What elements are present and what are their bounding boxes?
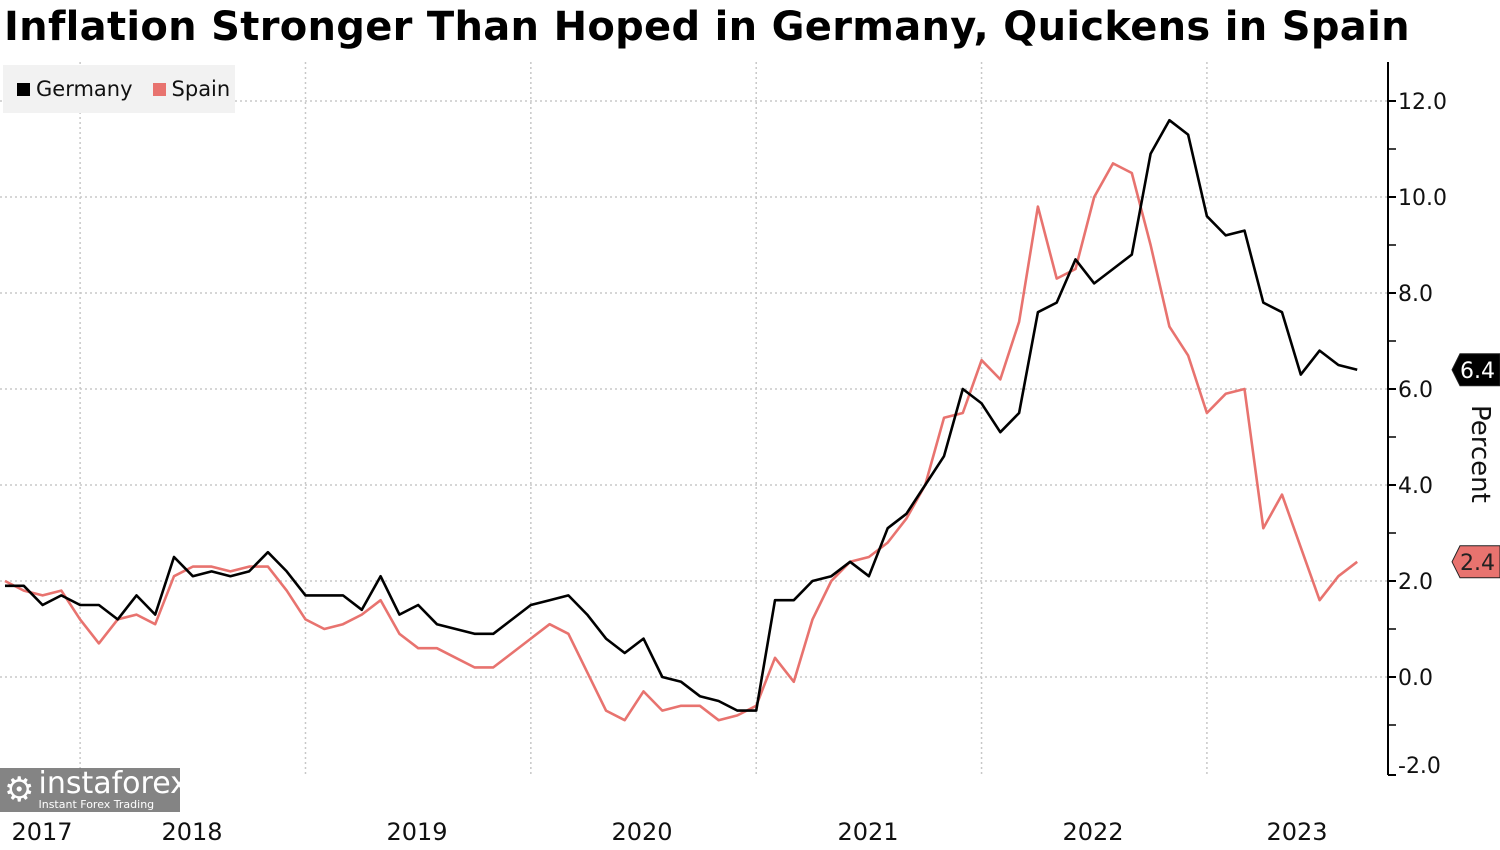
y-tick-label: -2.0 <box>1398 754 1441 779</box>
gear-icon: ⚙ <box>4 770 35 810</box>
legend: Germany Spain <box>3 65 235 113</box>
last-value-tag-germany: 6.4 <box>1451 353 1500 387</box>
last-value-tag-shape <box>1451 545 1500 579</box>
x-tick-label: 2018 <box>161 818 222 846</box>
watermark-name: instaforex <box>38 765 188 801</box>
y-tick-label: 0.0 <box>1398 666 1433 691</box>
y-tick-label: 4.0 <box>1398 474 1433 499</box>
series-line-spain <box>4 162 1358 722</box>
legend-label-spain: Spain <box>171 77 231 101</box>
watermark-logo: ⚙ instaforex Instant Forex Trading <box>0 768 188 812</box>
legend-swatch-germany <box>17 82 30 96</box>
legend-swatch-spain <box>152 82 166 96</box>
x-tick-label: 2017 <box>11 818 72 846</box>
last-value-tag-shape <box>1451 353 1500 387</box>
x-tick-label: 2022 <box>1062 818 1123 846</box>
chart-title: Inflation Stronger Than Hoped in Germany… <box>4 4 1410 50</box>
x-tick-label: 2020 <box>611 818 672 846</box>
last-value-label: 2.4 <box>1460 551 1495 576</box>
series-line-germany <box>5 118 1358 712</box>
last-value-tag-spain: 2.4 <box>1451 545 1500 579</box>
x-tick-label: 2019 <box>386 818 447 846</box>
y-tick-label: 12.0 <box>1398 90 1447 115</box>
y-tick-label: 10.0 <box>1398 186 1447 211</box>
y-tick-label: 2.0 <box>1398 570 1433 595</box>
legend-item-germany[interactable]: Germany <box>17 77 133 101</box>
x-tick-label: 2023 <box>1266 818 1327 846</box>
legend-item-spain[interactable]: Spain <box>152 77 231 101</box>
y-axis-title: Percent <box>1465 405 1495 503</box>
watermark-tagline: Instant Forex Trading <box>38 797 155 811</box>
last-value-label: 6.4 <box>1460 359 1495 384</box>
y-tick-label: 6.0 <box>1398 378 1433 403</box>
legend-label-germany: Germany <box>36 77 133 101</box>
x-tick-label: 2021 <box>837 818 898 846</box>
y-tick-label: 8.0 <box>1398 282 1433 307</box>
